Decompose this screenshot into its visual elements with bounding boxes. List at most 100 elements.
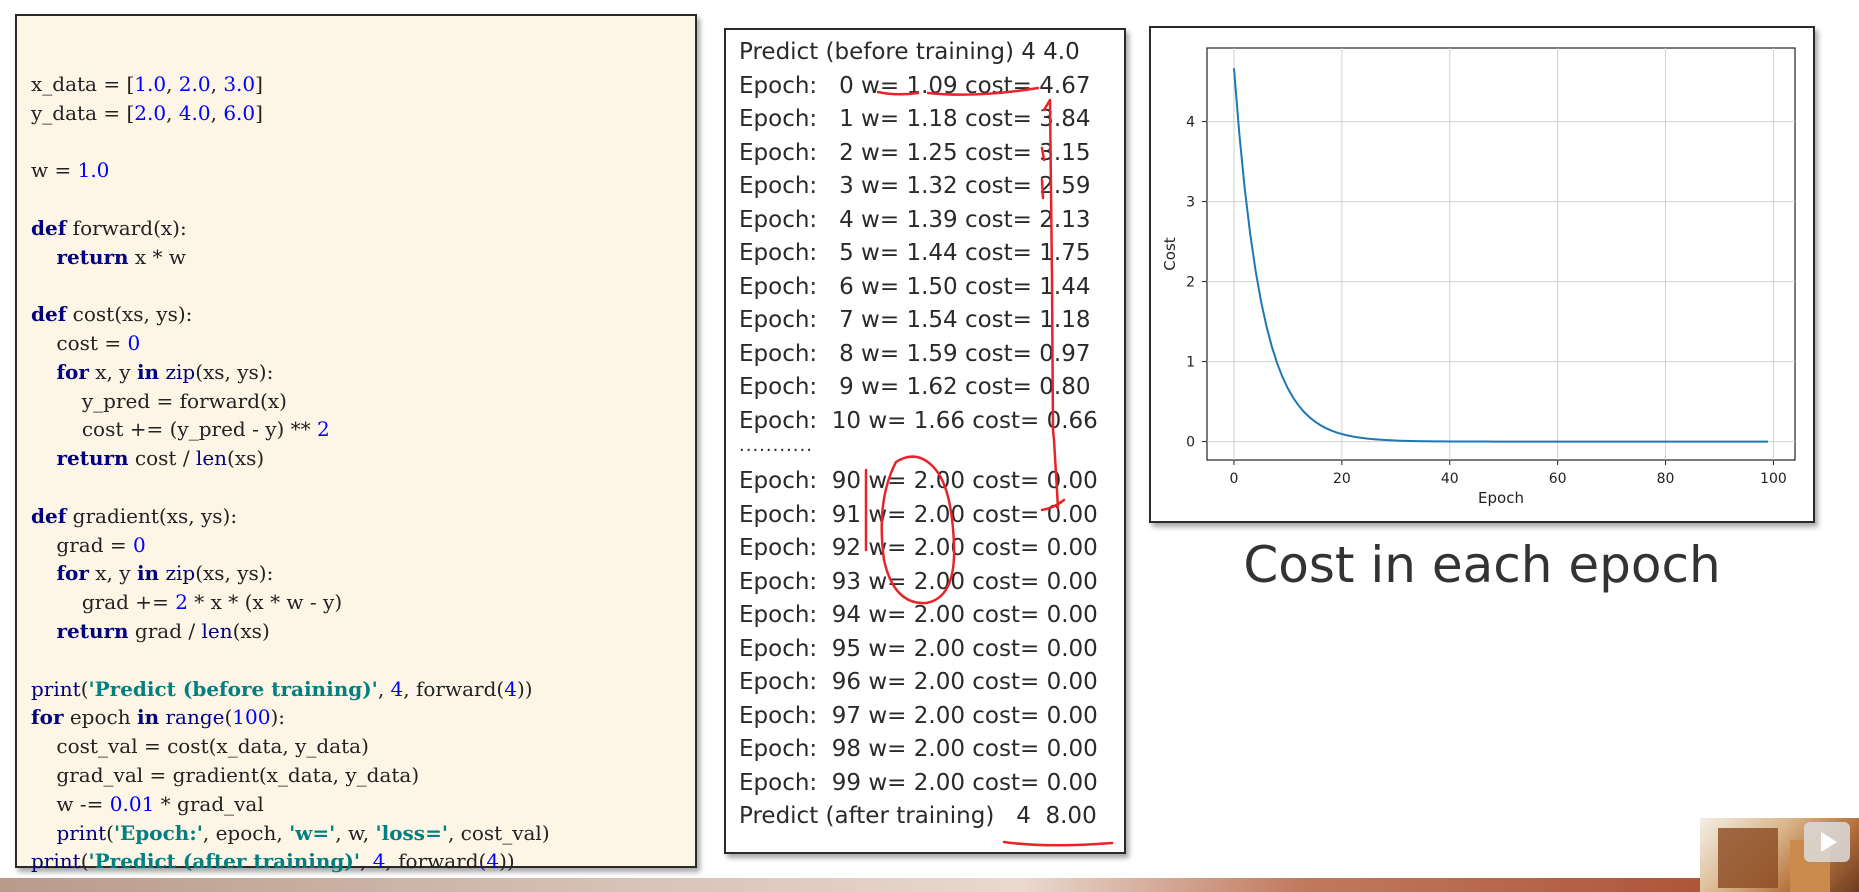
code-token: (xs)	[232, 618, 270, 643]
x-ticks: 0 20 40 60 80 100	[1230, 460, 1787, 487]
code-token: ):	[270, 705, 286, 730]
code-token: in	[136, 561, 160, 586]
code-token: 'Predict (after training)'	[88, 849, 360, 874]
code-token: def	[31, 302, 67, 327]
output-line: Epoch: 97 w= 2.00 cost= 0.00	[739, 702, 1098, 729]
output-line: Predict (before training) 4 4.0	[739, 39, 1080, 65]
output-line: Epoch: 94 w= 2.00 cost= 0.00	[739, 602, 1098, 628]
play-icon[interactable]	[1804, 822, 1850, 862]
code-token: * x * (x * w - y)	[187, 590, 343, 615]
code-line: y_data = [2.0, 4.0, 6.0]	[31, 99, 550, 128]
code-token: cost =	[31, 330, 128, 355]
code-token: ))	[516, 676, 533, 701]
code-token: for	[56, 359, 89, 384]
code-token: 0.01	[109, 791, 155, 816]
code-token: (xs)	[227, 446, 265, 471]
code-token: w =	[31, 158, 78, 183]
code-line: print('Predict (before training)', 4, fo…	[31, 675, 550, 704]
code-token: in	[136, 705, 160, 730]
y-axis-label: Cost	[1161, 237, 1179, 270]
code-line: grad_val = gradient(x_data, y_data)	[31, 761, 550, 790]
output-list: Predict (before training) 4 4.0 Epoch: 0 …	[739, 36, 1120, 834]
code-line: def cost(xs, ys):	[31, 300, 550, 329]
output-line: Epoch: 7 w= 1.54 cost= 1.18	[739, 307, 1091, 333]
output-line: Epoch: 2 w= 1.25 cost= 3.15	[739, 139, 1091, 166]
code-token: grad +=	[31, 590, 176, 615]
code-token: in	[136, 359, 160, 384]
code-line: return cost / len(xs)	[31, 444, 550, 473]
code-token	[31, 821, 56, 845]
code-line: grad += 2 * x * (x * w - y)	[31, 588, 550, 617]
code-line: cost_val = cost(x_data, y_data)	[31, 732, 550, 761]
x-axis-label: Epoch	[1478, 489, 1524, 507]
x-tick-label: 80	[1657, 471, 1675, 487]
y-ticks: 0 1 2 3 4	[1186, 115, 1207, 451]
code-token: grad =	[31, 532, 133, 557]
code-token: 2	[317, 417, 330, 442]
code-token: 4	[486, 849, 500, 874]
code-token: return	[56, 618, 129, 643]
code-token: ,	[210, 100, 224, 125]
code-token: return	[56, 244, 129, 269]
code-token: cost /	[128, 446, 196, 471]
code-token: (xs, ys):	[195, 359, 274, 384]
output-line: Epoch: 4 w= 1.39 cost= 2.13	[739, 206, 1091, 233]
code-token: (	[80, 849, 89, 874]
code-line: w = 1.0	[31, 156, 550, 185]
output-line: Epoch: 96 w= 2.00 cost= 0.00	[739, 669, 1098, 695]
code-token: print	[56, 820, 107, 845]
code-token: 4	[504, 676, 517, 701]
code-token: y_pred = forward(x)	[31, 388, 287, 413]
code-token: x, y	[88, 561, 137, 586]
code-panel: x_data = [1.0, 2.0, 3.0] y_data = [2.0, 4…	[15, 14, 697, 873]
code-token: 4	[372, 849, 386, 874]
code-token: , cost_val)	[447, 820, 550, 845]
code-line: def forward(x):	[31, 214, 550, 243]
code-token: for	[56, 561, 89, 586]
output-line: ...........	[739, 435, 813, 456]
code-line	[31, 185, 550, 214]
code-line: def gradient(xs, ys):	[31, 502, 550, 531]
code-token: 1.0	[77, 158, 110, 183]
code-line: y_pred = forward(x)	[31, 387, 550, 416]
code-token: 'Predict (before training)'	[88, 676, 378, 701]
code-line: print('Predict (after training)', 4, for…	[31, 847, 550, 876]
code-token	[31, 446, 56, 470]
code-line	[31, 127, 550, 156]
code-token: range	[165, 705, 225, 730]
code-token: (	[224, 705, 233, 730]
code-line: cost = 0	[31, 329, 550, 358]
code-line	[31, 473, 550, 502]
code-token: cost_val = cost(x_data, y_data)	[31, 734, 369, 759]
y-tick-label: 2	[1186, 275, 1195, 291]
code-token: , forward(	[385, 849, 487, 874]
code-line	[31, 646, 550, 675]
code-token: , forward(	[403, 676, 505, 701]
code-line: cost += (y_pred - y) ** 2	[31, 415, 550, 444]
output-line: Epoch: 1 w= 1.18 cost= 3.84	[739, 106, 1091, 132]
code-token: (	[106, 820, 114, 845]
code-token: ))	[499, 849, 515, 874]
code-token: def	[31, 215, 67, 240]
output-line: Epoch: 10 w= 1.66 cost= 0.66	[739, 407, 1098, 434]
code-token: ]	[255, 71, 263, 96]
output-line: Epoch: 98 w= 2.00 cost= 0.00	[739, 736, 1098, 762]
code-token: ,	[166, 71, 179, 96]
code-token: 0	[127, 330, 141, 355]
code-token: x, y	[88, 359, 137, 384]
cost-series-line	[1232, 68, 1769, 443]
x-tick-label: 0	[1230, 471, 1239, 487]
y-tick-label: 0	[1186, 435, 1195, 451]
code-token: 4	[390, 676, 404, 701]
code-line	[31, 271, 550, 300]
code-token	[31, 245, 56, 269]
code-token: y_data = [	[31, 100, 135, 125]
code-token: 'Epoch:'	[113, 820, 203, 845]
chart-panel: 0 20 40 60 80 100 0 1 2 3 4 Epoch Cost	[1149, 26, 1815, 523]
code-token: cost += (y_pred - y) **	[31, 417, 318, 442]
output-line: Predict (after training) 4 8.00	[739, 803, 1097, 829]
output-line: Epoch: 90 w= 2.00 cost= 0.00	[739, 468, 1098, 494]
code-token: , w,	[335, 820, 376, 845]
output-line: Epoch: 9 w= 1.62 cost= 0.80	[739, 374, 1091, 400]
code-token: , epoch,	[202, 820, 290, 845]
